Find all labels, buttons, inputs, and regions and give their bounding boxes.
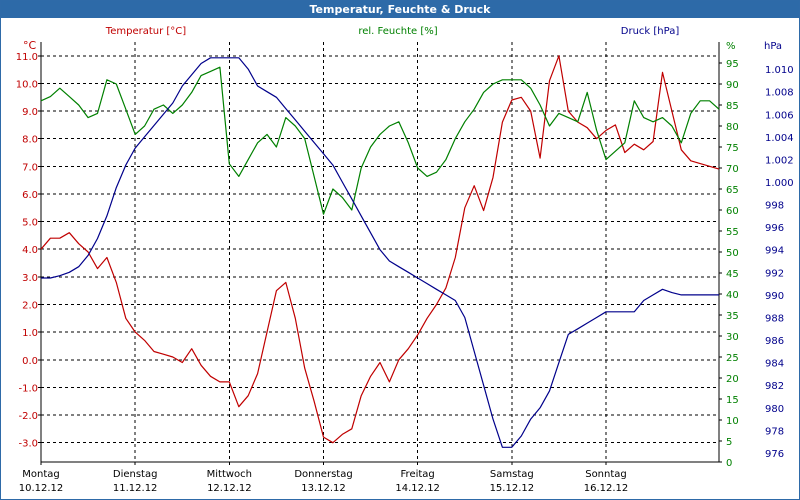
humidity-tick-label: 50 — [726, 248, 739, 259]
window-title: Temperatur, Feuchte & Druck — [1, 1, 799, 18]
humidity-tick-label: 10 — [726, 416, 739, 427]
humidity-tick-label: 25 — [726, 353, 739, 364]
humidity-tick-label: 75 — [726, 143, 739, 154]
x-tick-date-label: 16.12.12 — [584, 483, 629, 494]
pressure-tick-label: 1.006 — [765, 110, 794, 121]
temperature-tick-label: -1.0 — [18, 383, 38, 394]
pressure-tick-label: 986 — [765, 336, 784, 347]
humidity-tick-label: 70 — [726, 164, 739, 175]
humidity-tick-label: 0 — [726, 458, 732, 469]
humidity-axis: 0 5 10 15 20 25 30 35 40 45 50 55 60 65 70 75 80 85 90 95 — [719, 59, 739, 469]
temperature-tick-label: 8.0 — [22, 135, 38, 146]
x-tick-day-label: Sonntag — [585, 469, 627, 480]
x-tick-day-label: Freitag — [401, 469, 435, 480]
pressure-series-label: Druck [hPa] — [621, 26, 680, 37]
x-tick-date-label: 11.12.12 — [113, 483, 158, 494]
x-tick-day-label: Donnerstag — [294, 469, 352, 480]
humidity-tick-label: 60 — [726, 206, 739, 217]
pressure-tick-label: 998 — [765, 201, 784, 212]
x-tick-day-label: Mittwoch — [207, 469, 252, 480]
pressure-tick-label: 984 — [765, 359, 784, 370]
humidity-tick-label: 85 — [726, 101, 739, 112]
temperature-tick-label: 0.0 — [22, 356, 38, 367]
x-axis: Montag 10.12.12 Dienstag 11.12.12 Mittwoch 12… — [19, 462, 629, 494]
x-tick-date-label: 10.12.12 — [19, 483, 64, 494]
pressure-tick-label: 996 — [765, 223, 784, 234]
pressure-tick-label: 990 — [765, 291, 784, 302]
temperature-tick-label: 5.0 — [22, 218, 38, 229]
humidity-tick-label: 65 — [726, 185, 739, 196]
temperature-tick-label: 3.0 — [22, 273, 38, 284]
pressure-unit-label: hPa — [764, 41, 782, 52]
x-tick-date-label: 14.12.12 — [395, 483, 440, 494]
humidity-tick-label: 55 — [726, 227, 739, 238]
pressure-tick-label: 980 — [765, 404, 784, 415]
humidity-tick-label: 90 — [726, 80, 739, 91]
pressure-tick-label: 976 — [765, 449, 784, 460]
temperature-axis: 11.0 10.0 9.0 8.0 7.0 6.0 5.0 4.0 3.0 2.0 1.0 0.0 -1… — [16, 52, 41, 450]
x-tick-day-label: Dienstag — [113, 469, 158, 480]
chart-grid — [41, 42, 719, 462]
chart: 11.0 10.0 9.0 8.0 7.0 6.0 5.0 4.0 3.0 2.0 1.0 0.0 -1… — [16, 26, 794, 494]
humidity-tick-label: 15 — [726, 395, 739, 406]
temperature-tick-label: -3.0 — [18, 439, 38, 450]
x-tick-date-label: 12.12.12 — [207, 483, 252, 494]
pressure-tick-label: 1.004 — [765, 133, 794, 144]
humidity-tick-label: 95 — [726, 59, 739, 70]
temperature-unit-label: °C — [23, 39, 37, 52]
humidity-unit-label: % — [726, 41, 736, 52]
pressure-tick-label: 1.002 — [765, 155, 794, 166]
pressure-tick-label: 978 — [765, 426, 784, 437]
x-tick-day-label: Samstag — [490, 469, 534, 480]
temperature-tick-label: 9.0 — [22, 107, 38, 118]
temperature-tick-label: -2.0 — [18, 411, 38, 422]
pressure-tick-label: 1.000 — [765, 178, 794, 189]
pressure-series-line — [41, 57, 719, 448]
plot-frame — [40, 42, 720, 463]
temperature-tick-label: 1.0 — [22, 328, 38, 339]
temperature-tick-label: 7.0 — [22, 162, 38, 173]
temperature-tick-label: 11.0 — [16, 52, 38, 63]
temperature-tick-label: 10.0 — [16, 79, 38, 90]
humidity-tick-label: 40 — [726, 290, 739, 301]
pressure-tick-label: 994 — [765, 246, 784, 257]
humidity-tick-label: 35 — [726, 311, 739, 322]
humidity-tick-label: 80 — [726, 122, 739, 133]
x-tick-day-label: Montag — [22, 469, 59, 480]
x-tick-date-label: 13.12.12 — [301, 483, 346, 494]
temperature-tick-label: 4.0 — [22, 245, 38, 256]
temperature-tick-label: 6.0 — [22, 190, 38, 201]
pressure-tick-label: 982 — [765, 381, 784, 392]
humidity-tick-label: 5 — [726, 437, 732, 448]
humidity-tick-label: 45 — [726, 269, 739, 280]
pressure-tick-label: 992 — [765, 268, 784, 279]
humidity-tick-label: 30 — [726, 332, 739, 343]
pressure-tick-label: 988 — [765, 313, 784, 324]
humidity-series-label: rel. Feuchte [%] — [358, 26, 437, 37]
humidity-series-line — [40, 66, 720, 215]
pressure-tick-label: 1.008 — [765, 88, 794, 99]
temperature-series-label: Temperatur [°C] — [105, 26, 186, 37]
pressure-axis: 976 978 980 982 984 986 988 990 992 994 996 998 1.00… — [765, 65, 794, 460]
temperature-tick-label: 2.0 — [22, 301, 38, 312]
x-tick-date-label: 15.12.12 — [490, 483, 535, 494]
series-layer — [40, 55, 720, 448]
pressure-tick-label: 1.010 — [765, 65, 794, 76]
temperature-series-line — [40, 55, 720, 444]
humidity-tick-label: 20 — [726, 374, 739, 385]
